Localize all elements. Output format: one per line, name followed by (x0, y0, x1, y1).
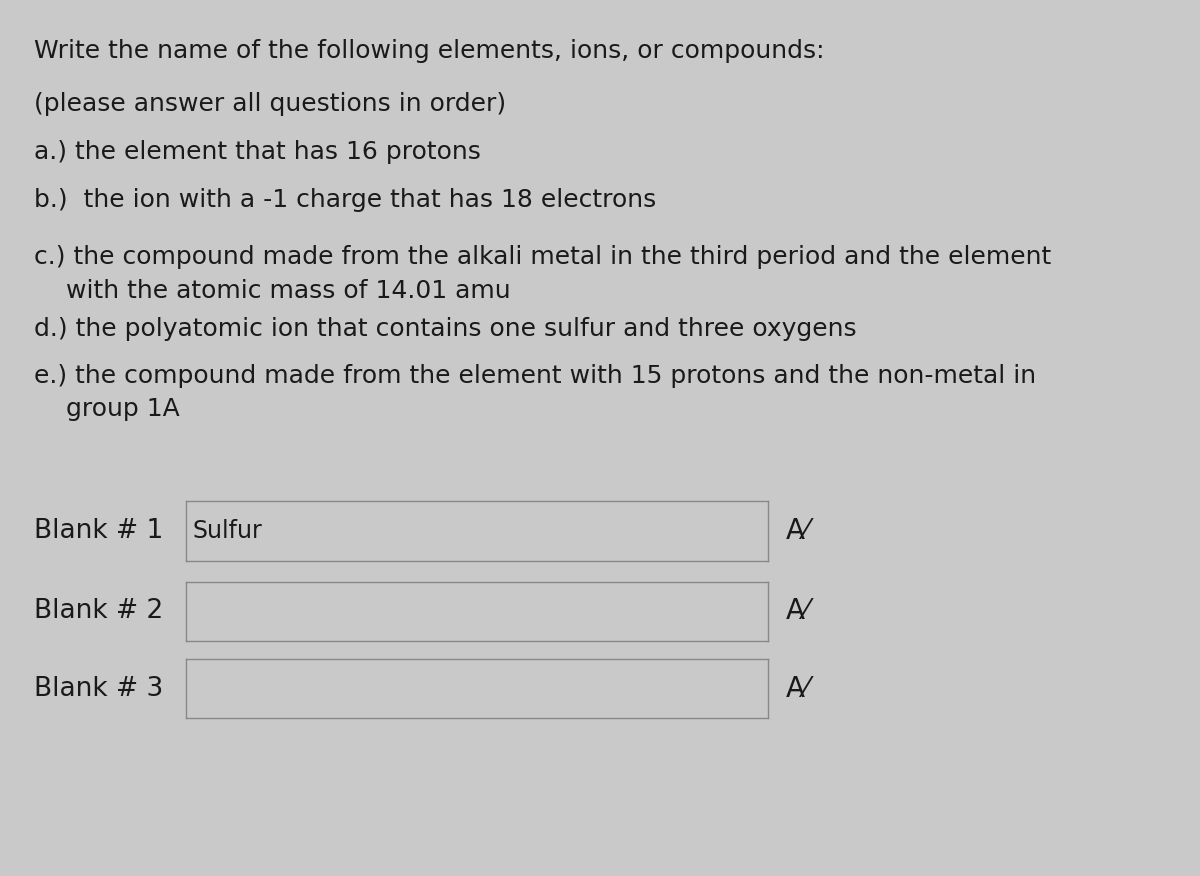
Text: c.) the compound made from the alkali metal in the third period and the element
: c.) the compound made from the alkali me… (34, 245, 1051, 303)
Text: e.) the compound made from the element with 15 protons and the non-metal in
    : e.) the compound made from the element w… (34, 364, 1036, 421)
Text: Blank # 3: Blank # 3 (34, 675, 163, 702)
Text: d.) the polyatomic ion that contains one sulfur and three oxygens: d.) the polyatomic ion that contains one… (34, 317, 857, 341)
Text: A⁄: A⁄ (786, 675, 810, 703)
Text: b.)  the ion with a -1 charge that has 18 electrons: b.) the ion with a -1 charge that has 18… (34, 188, 656, 212)
Text: a.) the element that has 16 protons: a.) the element that has 16 protons (34, 140, 480, 164)
Text: Blank # 1: Blank # 1 (34, 518, 163, 544)
Text: Write the name of the following elements, ions, or compounds:: Write the name of the following elements… (34, 39, 824, 63)
Text: (please answer all questions in order): (please answer all questions in order) (34, 92, 505, 116)
Text: Sulfur: Sulfur (193, 519, 263, 543)
Text: A⁄: A⁄ (786, 597, 810, 625)
Text: Blank # 2: Blank # 2 (34, 598, 163, 625)
Text: A⁄: A⁄ (786, 517, 810, 545)
